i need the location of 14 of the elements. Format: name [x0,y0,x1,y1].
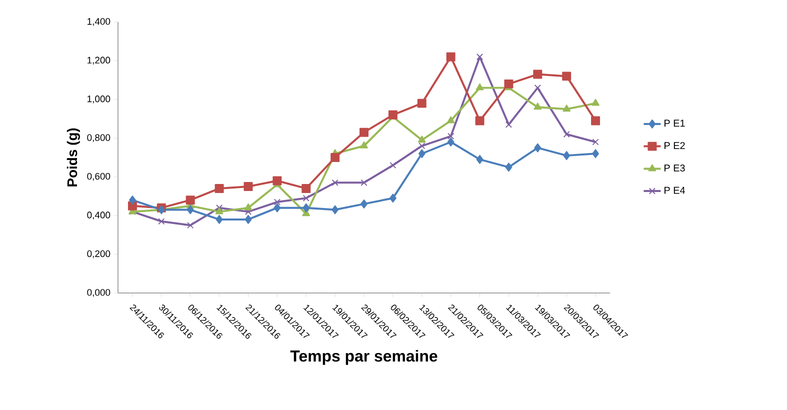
y-tick-label: 0,800 [87,134,110,142]
legend-label: P E3 [664,164,685,172]
x-axis-title: Temps par semaine [290,350,438,365]
y-tick-label: 1,000 [88,96,110,104]
y-tick-label: 1,400 [88,18,110,26]
y-tick-label: 0,600 [87,172,110,181]
legend-label: P E4 [664,186,686,194]
legend-label: P E1 [664,120,685,127]
y-axis-title: Poids (g) [66,128,80,186]
y-tick-label: 0,400 [87,212,110,220]
y-tick-label: 0,200 [87,250,110,258]
y-tick-label: 0,000 [87,289,110,297]
legend-label: P E2 [664,142,685,150]
y-tick-label: 1,200 [88,56,110,65]
